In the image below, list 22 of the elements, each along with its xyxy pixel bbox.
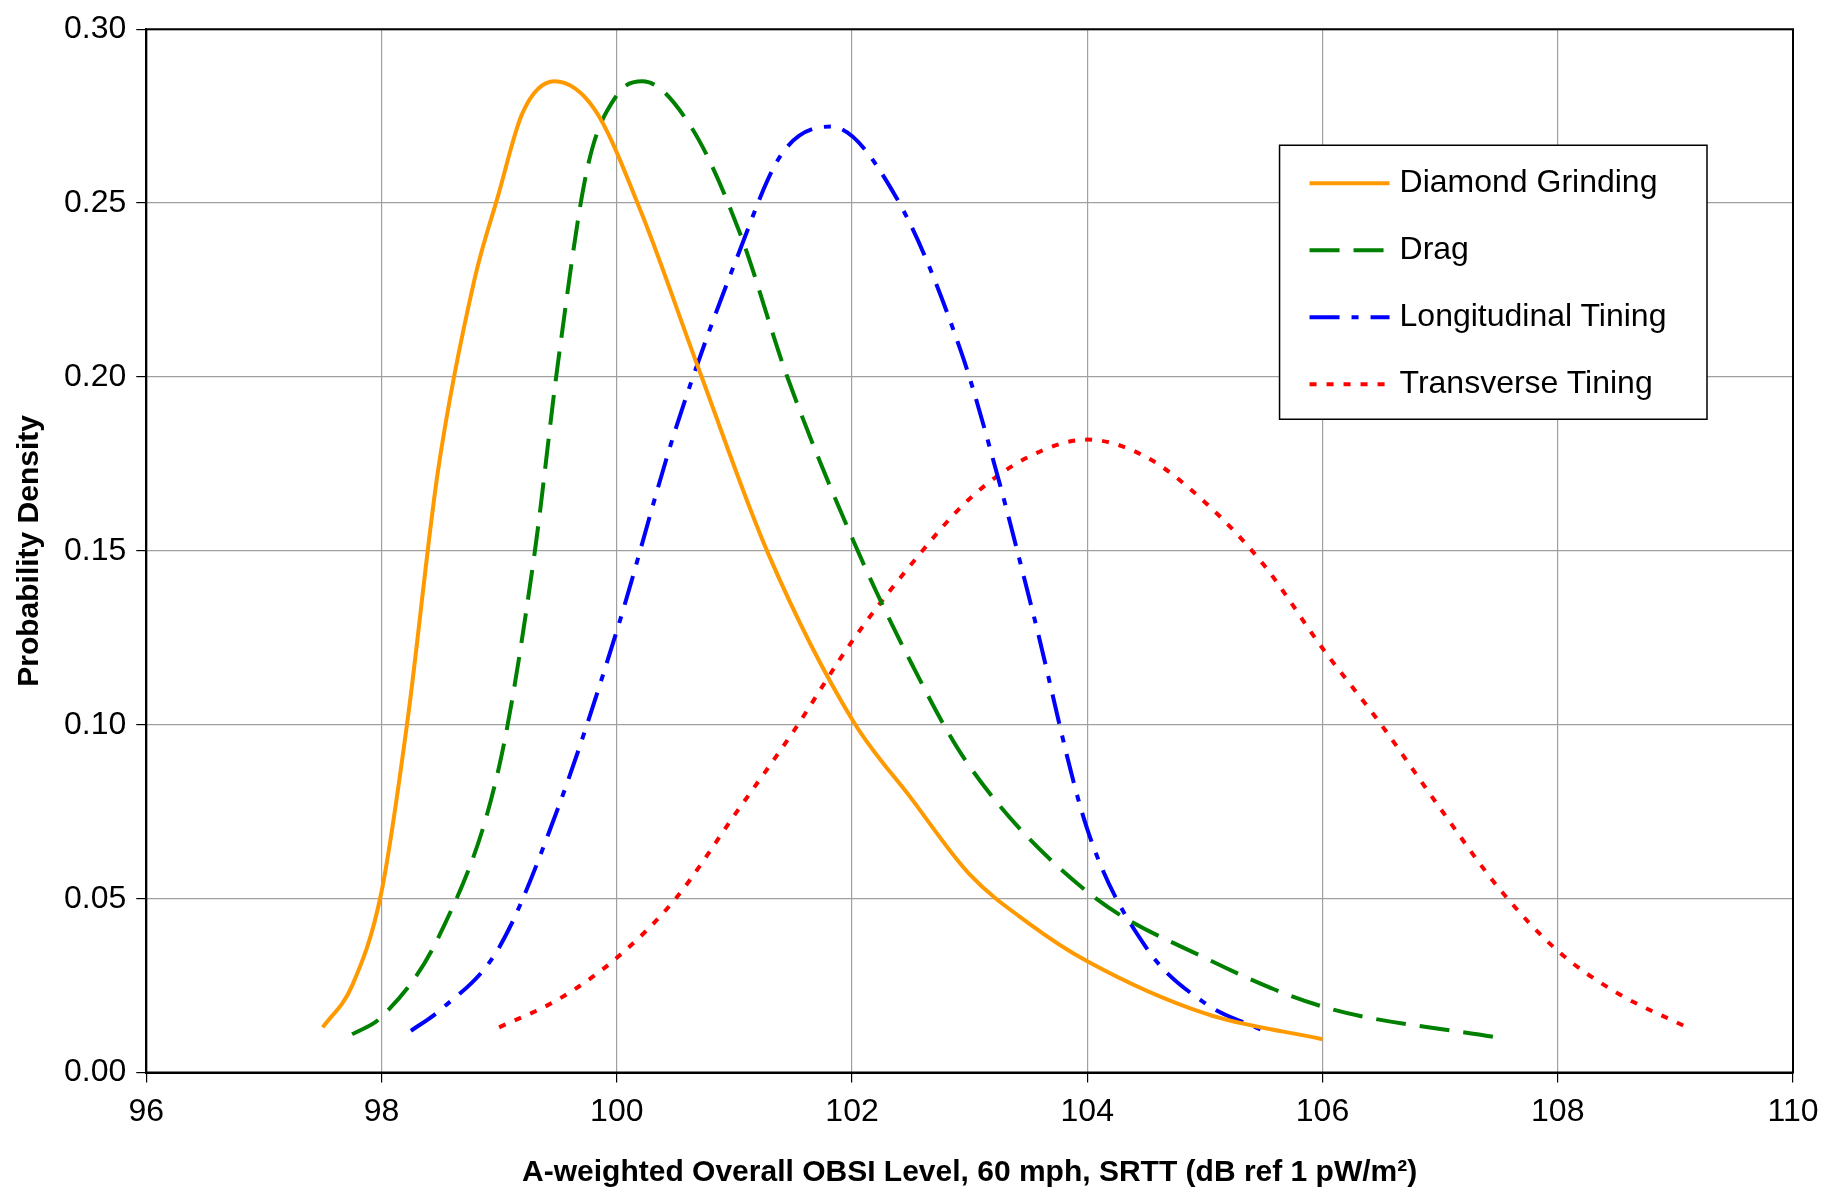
y-tick-label: 0.20 xyxy=(64,356,127,393)
line-series xyxy=(320,79,1325,1042)
legend-label: Longitudinal Tining xyxy=(1399,297,1667,334)
x-tick-label: 96 xyxy=(128,1091,165,1128)
x-tick-label: 108 xyxy=(1531,1091,1585,1128)
y-tick-label: 0.00 xyxy=(64,1052,127,1089)
legend-label: Diamond Grinding xyxy=(1399,163,1658,200)
x-tick-label: 104 xyxy=(1060,1091,1114,1128)
y-tick-label: 0.15 xyxy=(64,530,127,567)
x-tick-label: 110 xyxy=(1767,1091,1819,1128)
legend-label: Transverse Tining xyxy=(1399,364,1653,401)
y-tick-label: 0.25 xyxy=(64,182,127,219)
y-tick-label: 0.05 xyxy=(64,878,127,915)
y-tick-label: 0.30 xyxy=(64,9,127,46)
x-tick-label: 100 xyxy=(590,1091,644,1128)
y-axis-title: Probability Density xyxy=(11,414,45,687)
legend-label: Drag xyxy=(1399,230,1469,267)
x-tick-label: 98 xyxy=(363,1091,400,1128)
y-tick-label: 0.10 xyxy=(64,704,127,741)
x-axis-title: A-weighted Overall OBSI Level, 60 mph, SRTT (dB ref 1 pW/m²) xyxy=(522,1154,1418,1188)
x-tick-label: 106 xyxy=(1295,1091,1350,1128)
x-tick-label: 102 xyxy=(825,1091,879,1128)
